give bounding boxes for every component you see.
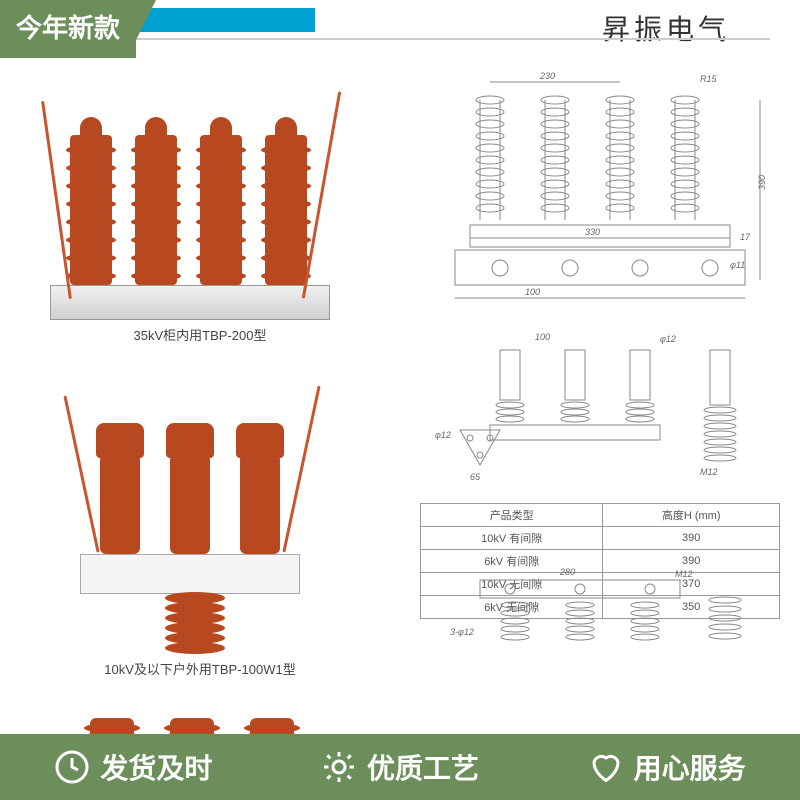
dim-spacing2: 100 [535,332,550,342]
products-column: 35kV柜内用TBP-200型 10kV及以下户外用TBP-100W1型 [0,50,400,730]
badge-text: 今年新款 [16,13,120,43]
heart-icon [588,749,624,785]
new-badge: 今年新款 [0,0,136,58]
lead-wire [302,91,341,298]
dim-radius: R15 [700,74,718,84]
diagram-2: 100 φ12 M12 φ12 65 产品类型高度H (mm) 10kV 有间隙… [420,330,780,550]
insulator-stack [170,594,220,654]
dim-bolt: φ11 [730,260,745,270]
dim-spacing: 100 [525,287,540,297]
dim-bolt3: M12 [675,569,693,579]
diagram-3: 280 M12 3-φ12 [420,565,780,655]
gear-icon [321,749,357,785]
diagrams-column: 230 R15 390 330 17 100 φ11 [400,50,800,730]
banner-label: 发货及时 [100,747,212,787]
dim-width3: 280 [559,567,575,577]
product-2-caption: 10kV及以下户外用TBP-100W1型 [20,659,380,678]
diagram-1: 230 R15 390 330 17 100 φ11 [420,70,780,310]
arrester [70,135,112,285]
bottom-banner: 发货及时 优质工艺 用心服务 [0,734,800,800]
table-row: 10kV 有间隙390 [421,527,780,550]
banner-item-quality: 优质工艺 [321,747,479,787]
dim-height: 390 [757,175,767,190]
dim-bolt-top: φ12 [660,334,676,344]
dim-mount: M12 [700,467,718,477]
table-header: 高度H (mm) [603,504,780,527]
header-strip: PROTECTION 昇振电气 [120,8,770,32]
banner-label: 用心服务 [634,747,746,787]
product-2-image [20,354,380,654]
table-header: 产品类型 [421,504,603,527]
arrester [135,135,177,285]
arrester [200,135,242,285]
product-catalog-page: 今年新款 PROTECTION 昇振电气 [0,0,800,800]
dim-width: 330 [585,227,600,237]
brand-title: 昇振电气 [602,8,730,48]
dim-top: 230 [539,71,555,81]
product-1-image [20,60,380,320]
lead-wire [41,101,72,299]
clock-icon [54,749,90,785]
dim-holes: 3-φ12 [450,627,474,637]
banner-item-shipping: 发货及时 [54,747,212,787]
product-1-caption: 35kV柜内用TBP-200型 [20,325,380,344]
lead-wire [282,386,320,553]
dim-thick: 17 [740,232,751,242]
lead-wire [63,395,99,552]
banner-item-service: 用心服务 [588,747,746,787]
content-area: 35kV柜内用TBP-200型 10kV及以下户外用TBP-100W1型 [0,50,800,730]
banner-label: 优质工艺 [367,747,479,787]
dim-bolt-side: φ12 [435,430,451,440]
arrester [240,423,285,554]
arrester [170,423,215,554]
dim-gap: 65 [470,472,481,482]
mount-plate [80,554,300,594]
product-1-base [50,285,330,320]
arrester [100,423,145,554]
arrester [265,135,307,285]
